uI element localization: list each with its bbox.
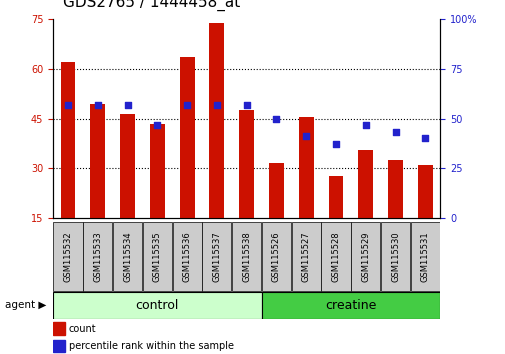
Text: control: control: [135, 299, 179, 312]
Text: GSM115536: GSM115536: [182, 231, 191, 282]
Text: GSM115532: GSM115532: [64, 231, 72, 282]
Bar: [328, 176, 343, 218]
Text: GSM115533: GSM115533: [93, 231, 102, 282]
Bar: [209, 23, 224, 218]
Bar: [417, 165, 432, 218]
Bar: [202, 222, 231, 291]
Bar: [53, 322, 65, 335]
Bar: [53, 292, 261, 319]
Bar: [321, 222, 350, 291]
Text: count: count: [69, 324, 96, 333]
Text: agent ▶: agent ▶: [5, 300, 46, 310]
Bar: [387, 160, 402, 218]
Point: [242, 102, 250, 108]
Point: [421, 136, 429, 141]
Bar: [239, 110, 254, 218]
Text: GSM115537: GSM115537: [212, 231, 221, 282]
Text: GSM115529: GSM115529: [361, 232, 370, 282]
Bar: [350, 222, 380, 291]
Point: [153, 122, 161, 127]
Point: [331, 142, 339, 147]
Text: percentile rank within the sample: percentile rank within the sample: [69, 341, 233, 351]
Text: creatine: creatine: [325, 299, 376, 312]
Point: [391, 130, 399, 135]
Bar: [232, 222, 261, 291]
Bar: [113, 222, 142, 291]
Point: [64, 102, 72, 108]
Bar: [172, 222, 201, 291]
Bar: [54, 222, 82, 291]
Bar: [298, 117, 313, 218]
Bar: [90, 104, 105, 218]
Bar: [120, 114, 135, 218]
Bar: [142, 222, 172, 291]
Point: [272, 116, 280, 121]
Point: [301, 133, 310, 139]
Text: GSM115527: GSM115527: [301, 231, 310, 282]
Point: [183, 102, 191, 108]
Text: GSM115538: GSM115538: [242, 231, 250, 282]
Bar: [410, 222, 439, 291]
Bar: [53, 340, 65, 352]
Bar: [262, 222, 290, 291]
Bar: [179, 57, 194, 218]
Text: GSM115526: GSM115526: [271, 231, 280, 282]
Bar: [83, 222, 112, 291]
Point: [213, 102, 221, 108]
Bar: [291, 222, 320, 291]
Text: GSM115534: GSM115534: [123, 231, 132, 282]
Text: GSM115528: GSM115528: [331, 231, 340, 282]
Bar: [269, 163, 283, 218]
Text: GSM115530: GSM115530: [390, 231, 399, 282]
Bar: [380, 222, 410, 291]
Point: [93, 102, 102, 108]
Bar: [61, 62, 75, 218]
Text: GDS2765 / 1444458_at: GDS2765 / 1444458_at: [63, 0, 240, 11]
Bar: [261, 292, 439, 319]
Text: GSM115535: GSM115535: [153, 231, 162, 282]
Text: GSM115531: GSM115531: [420, 231, 429, 282]
Point: [123, 102, 131, 108]
Bar: [149, 124, 165, 218]
Bar: [358, 150, 373, 218]
Point: [361, 122, 369, 127]
